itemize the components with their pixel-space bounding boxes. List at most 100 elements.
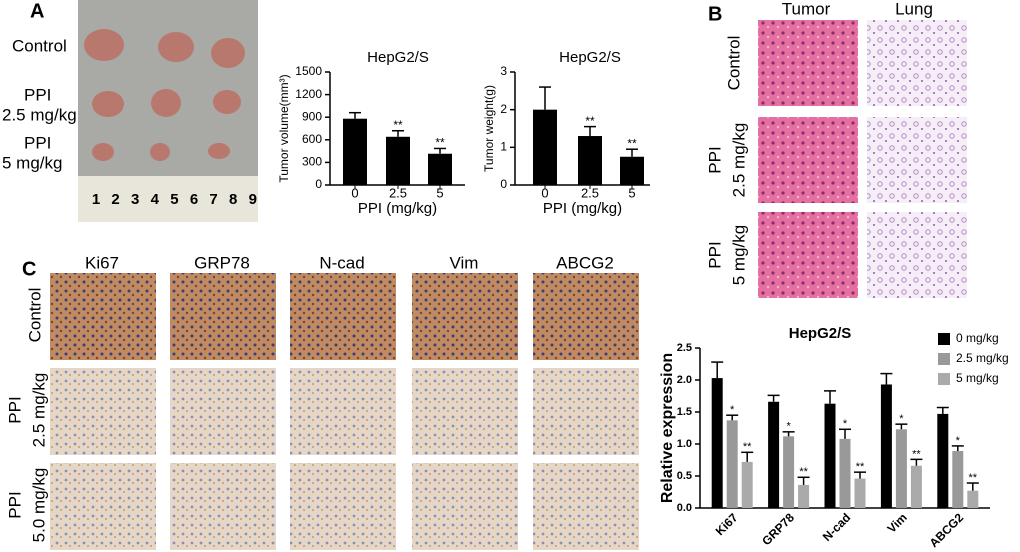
significance: **: [743, 441, 752, 453]
x-tick-label: GRP78: [759, 510, 797, 548]
row-label: Control: [12, 36, 67, 55]
row-label: Control: [724, 36, 743, 91]
significance: *: [899, 413, 904, 425]
significance: *: [730, 404, 735, 416]
bar: [824, 403, 836, 508]
micrograph: [290, 368, 396, 455]
row-label: 5 mg/kg: [729, 225, 748, 285]
row-label: 2.5 mg/kg: [29, 373, 48, 448]
ruler-number: 4: [151, 191, 160, 208]
significance: **: [799, 466, 808, 478]
column-label: Vim: [450, 253, 479, 272]
row-label: 2.5 mg/kg: [729, 123, 748, 198]
significance: *: [786, 421, 791, 433]
bar: [783, 436, 795, 508]
significance: **: [585, 114, 595, 128]
micrograph: [867, 117, 967, 203]
column-label: Ki67: [85, 253, 119, 272]
bar: [768, 401, 780, 508]
x-tick-label: 2.5: [389, 185, 407, 200]
y-tick-label: 2.0: [677, 374, 692, 386]
bar: [533, 109, 557, 185]
bar: [839, 438, 851, 508]
row-label: PPI: [705, 146, 724, 173]
y-tick-label: 0.5: [677, 470, 692, 482]
x-axis-label: PPI (mg/kg): [358, 200, 437, 217]
row-label: PPI: [24, 133, 51, 152]
column-label: Lung: [895, 0, 933, 18]
bar: [910, 465, 922, 508]
micrograph: [50, 463, 156, 550]
bar: [620, 156, 644, 185]
tumors: [84, 29, 245, 161]
micrograph: [50, 368, 156, 455]
significance: **: [856, 461, 865, 473]
micrograph: [50, 273, 156, 360]
micrograph: [758, 212, 858, 298]
y-axis-label: Tumor weight(g): [482, 85, 496, 172]
micrograph: [290, 463, 396, 550]
panel-label: C: [22, 258, 36, 280]
y-axis-label: Relative expression: [659, 353, 676, 503]
micrograph: [412, 463, 518, 550]
bar: [854, 478, 866, 508]
micrograph: [290, 273, 396, 360]
panel-label: A: [30, 0, 44, 22]
row-label: 5 mg/kg: [2, 153, 62, 172]
ruler-number: 9: [249, 191, 257, 208]
y-tick-label: 0: [315, 177, 322, 191]
row-label: PPI: [5, 396, 24, 423]
micrograph: [170, 368, 276, 455]
column-label: N-cad: [319, 253, 364, 272]
significance: **: [969, 472, 978, 484]
y-tick-label: 1: [500, 140, 507, 154]
significance: **: [435, 136, 445, 150]
ruler-number: 5: [170, 191, 178, 208]
row-label: PPI: [24, 85, 51, 104]
ruler-number: 6: [190, 191, 198, 208]
row-label: Control: [25, 288, 44, 343]
y-tick-label: 1.5: [677, 406, 692, 418]
y-axis-label: Tumor volume(mm³): [277, 74, 291, 182]
x-tick-label: ABCG2: [927, 510, 967, 550]
row-label: PPI: [705, 241, 724, 268]
legend-swatch: [938, 333, 950, 345]
ruler-number: 3: [131, 191, 139, 208]
y-tick-label: 1200: [295, 87, 322, 101]
y-tick-label: 2: [500, 102, 507, 116]
significance: **: [393, 118, 403, 132]
micrograph: [758, 117, 858, 203]
legend-label: 0 mg/kg: [956, 331, 999, 345]
column-label: Tumor: [782, 0, 831, 18]
x-tick-label: 5: [628, 185, 635, 200]
ruler-number: 1: [92, 191, 100, 208]
ruler-number: 2: [111, 191, 119, 208]
y-tick-label: 3: [500, 64, 507, 78]
micrograph: [867, 20, 967, 106]
bar: [578, 136, 602, 185]
micrograph: [412, 273, 518, 360]
significance: **: [627, 136, 637, 150]
ruler: [78, 176, 258, 222]
micrograph: [867, 212, 967, 298]
bar: [741, 461, 753, 508]
x-tick-label: Vim: [884, 510, 909, 535]
y-tick-label: 1.0: [677, 438, 692, 450]
bar: [895, 429, 907, 508]
micrograph: [170, 273, 276, 360]
column-label: GRP78: [194, 253, 250, 272]
x-tick-label: 2.5: [581, 185, 599, 200]
x-tick-label: Ki67: [713, 510, 741, 538]
legend-label: 2.5 mg/kg: [956, 351, 1009, 365]
micrograph: [533, 368, 639, 455]
micrograph: [412, 368, 518, 455]
chart-title: HepG2/S: [789, 325, 852, 342]
significance: *: [956, 435, 961, 447]
ruler-number: 8: [229, 191, 237, 208]
bar: [726, 420, 738, 508]
micrograph: [170, 463, 276, 550]
bar: [880, 384, 892, 508]
significance: *: [843, 418, 848, 430]
row-label: PPI: [5, 491, 24, 518]
